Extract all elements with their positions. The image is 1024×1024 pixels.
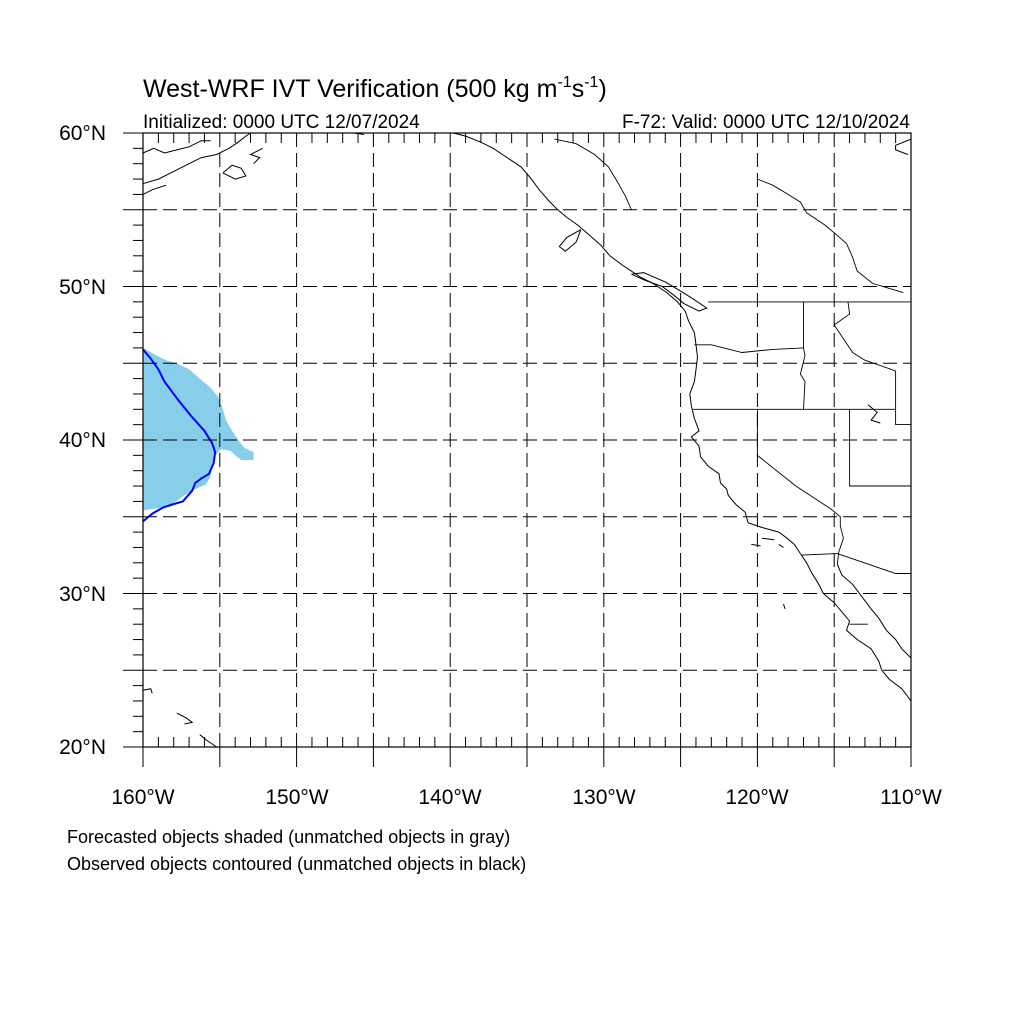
coastline-segment: [142, 140, 211, 154]
map-frame: [142, 132, 912, 748]
latitude-labels: 60°N 50°N 40°N 30°N 20°N: [59, 122, 106, 759]
lat-label-50: 50°N: [59, 276, 106, 299]
border-segment: [836, 552, 840, 565]
longitude-labels: 160°W 150°W 140°W 130°W 120°W 110°W: [111, 786, 942, 809]
coastline-segment: [558, 229, 582, 252]
coastline-segment: [751, 543, 761, 547]
border-segment: [554, 138, 632, 210]
lat-label-40: 40°N: [59, 429, 106, 452]
map-plot-area: [123, 132, 912, 767]
lat-label-20: 20°N: [59, 736, 106, 759]
lon-label-110w: 110°W: [880, 786, 942, 809]
lat-label-30: 30°N: [59, 583, 106, 606]
coastline-segment: [836, 564, 912, 659]
coastline-segment: [142, 184, 167, 195]
coastline-segment: [783, 604, 786, 610]
caption-observed: Observed objects contoured (unmatched ob…: [67, 854, 526, 874]
coastline-segment: [631, 272, 708, 312]
coastline-segment: [453, 132, 912, 702]
coastline-segment: [199, 734, 217, 748]
observed-ivt-contour: [142, 348, 217, 523]
coastline-segment: [761, 537, 775, 541]
lon-label-160w: 160°W: [111, 786, 174, 809]
coastline-segment: [142, 132, 251, 185]
coastline-segment: [867, 404, 881, 424]
coastlines: [142, 132, 912, 748]
border-segment: [756, 409, 844, 553]
lon-label-130w: 130°W: [572, 786, 635, 809]
axis-ticks: [123, 132, 912, 767]
lon-label-150w: 150°W: [265, 786, 328, 809]
political-borders: [554, 138, 911, 625]
coastline-segment: [895, 138, 912, 155]
border-segment: [694, 344, 804, 353]
map-title: West-WRF IVT Verification (500 kg m-1s-1…: [143, 74, 607, 103]
coastline-segment: [778, 543, 784, 548]
init-time-label: Initialized: 0000 UTC 12/07/2024: [143, 112, 420, 133]
border-segment: [895, 370, 911, 426]
coastline-segment: [176, 712, 194, 725]
border-segment: [757, 178, 904, 294]
lat-label-60: 60°N: [59, 122, 106, 145]
border-segment: [833, 301, 896, 372]
caption-forecast: Forecasted objects shaded (unmatched obj…: [67, 827, 510, 847]
coastline-segment: [222, 164, 247, 180]
coastline-segment: [142, 688, 153, 694]
lon-label-120w: 120°W: [725, 786, 788, 809]
border-segment: [849, 409, 911, 487]
map-gridlines: [143, 133, 911, 747]
coastline-segment: [249, 147, 264, 165]
border-segment: [801, 553, 911, 574]
lon-label-140w: 140°W: [418, 786, 481, 809]
valid-time-label: F-72: Valid: 0000 UTC 12/10/2024: [622, 112, 910, 133]
border-segment: [799, 301, 806, 410]
